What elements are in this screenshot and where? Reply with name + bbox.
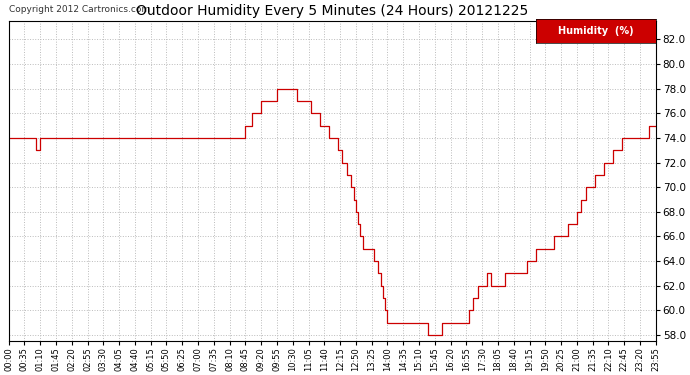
Title: Outdoor Humidity Every 5 Minutes (24 Hours) 20121225: Outdoor Humidity Every 5 Minutes (24 Hou… xyxy=(136,4,529,18)
Text: Copyright 2012 Cartronics.com: Copyright 2012 Cartronics.com xyxy=(9,5,150,14)
